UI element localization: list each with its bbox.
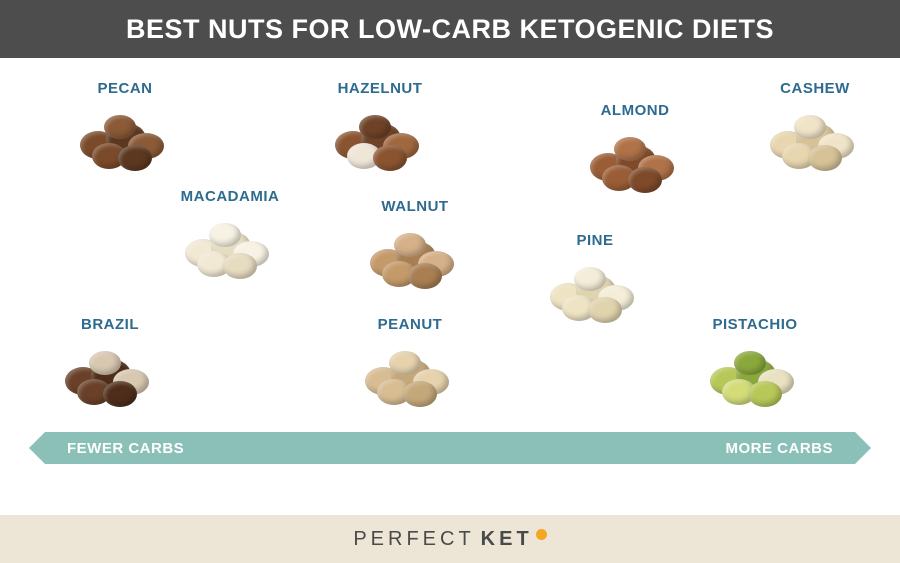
nut-almond: ALMOND: [580, 102, 690, 195]
nuts-chart-area: PECAN HAZELNUT ALMOND CASHEW MACADAMIA WALNUT…: [0, 58, 900, 478]
nut-walnut: WALNUT: [360, 198, 470, 291]
nut-image-icon: [580, 125, 690, 195]
carb-axis-bar: FEWER CARBS MORE CARBS: [45, 432, 855, 464]
brand-text-thin: PERFECT: [353, 528, 474, 551]
nut-pistachio: PISTACHIO: [700, 316, 810, 409]
nut-label: PEANUT: [378, 316, 443, 333]
nut-peanut: PEANUT: [355, 316, 465, 409]
nut-label: MACADAMIA: [181, 188, 280, 205]
axis-label-right: MORE CARBS: [725, 440, 833, 457]
nut-image-icon: [355, 339, 465, 409]
brand-logo: PERFECT KET: [353, 528, 546, 551]
nut-image-icon: [700, 339, 810, 409]
nut-pine: PINE: [540, 232, 650, 325]
nut-label: CASHEW: [780, 80, 850, 97]
nut-image-icon: [540, 255, 650, 325]
nut-macadamia: MACADAMIA: [175, 188, 285, 281]
nut-brazil: BRAZIL: [55, 316, 165, 409]
page-title: BEST NUTS FOR LOW-CARB KETOGENIC DIETS: [126, 14, 774, 45]
nut-image-icon: [175, 211, 285, 281]
nut-label: BRAZIL: [81, 316, 139, 333]
nut-image-icon: [360, 221, 470, 291]
nut-cashew: CASHEW: [760, 80, 870, 173]
nut-image-icon: [325, 103, 435, 173]
nut-label: PINE: [576, 232, 613, 249]
nut-image-icon: [55, 339, 165, 409]
axis-label-left: FEWER CARBS: [67, 440, 184, 457]
footer-bar: PERFECT KET: [0, 515, 900, 563]
nut-pecan: PECAN: [70, 80, 180, 173]
nut-label: HAZELNUT: [338, 80, 423, 97]
header-bar: BEST NUTS FOR LOW-CARB KETOGENIC DIETS: [0, 0, 900, 58]
nut-label: ALMOND: [601, 102, 670, 119]
nut-label: WALNUT: [381, 198, 448, 215]
nut-image-icon: [760, 103, 870, 173]
brand-dot-icon: [536, 529, 547, 540]
nut-label: PECAN: [97, 80, 152, 97]
nut-image-icon: [70, 103, 180, 173]
nut-label: PISTACHIO: [712, 316, 797, 333]
nut-hazelnut: HAZELNUT: [325, 80, 435, 173]
brand-text-bold: KET: [481, 528, 533, 551]
